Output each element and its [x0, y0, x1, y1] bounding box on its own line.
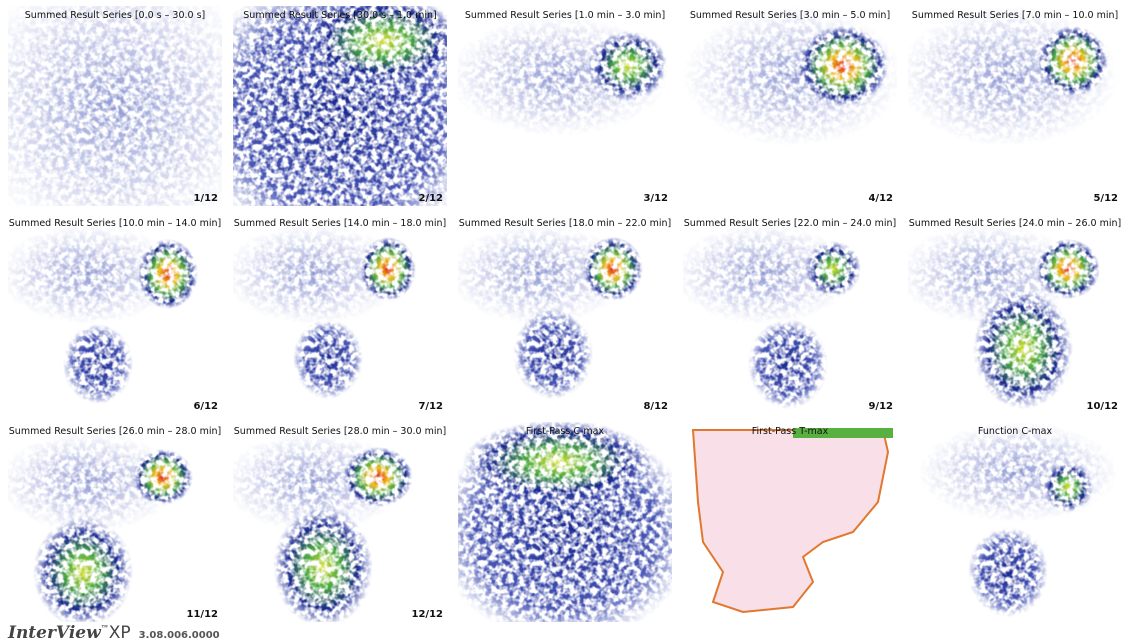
panel-title: Summed Result Series [30.0 s – 1.0 min]	[243, 10, 436, 21]
frame-index: 3/12	[643, 193, 668, 204]
viewer: Summed Result Series [0.0 s – 30.0 s] 1/1…	[0, 0, 1121, 642]
uptake-region	[1038, 26, 1108, 96]
scan-image	[448, 16, 668, 136]
footer: InterView™XP 3.08.006.0000	[7, 623, 220, 642]
frame-index: 8/12	[643, 401, 668, 412]
panel-title: Summed Result Series [1.0 min – 3.0 min]	[465, 10, 665, 21]
image-panel: Summed Result Series [14.0 min – 18.0 mi…	[223, 214, 447, 414]
image-panel: Summed Result Series [3.0 min – 5.0 min]…	[683, 6, 903, 206]
frame-index: 4/12	[868, 193, 893, 204]
scan-image	[683, 6, 903, 146]
uptake-region	[968, 527, 1048, 617]
version: 3.08.006.0000	[139, 630, 220, 641]
panel-title: Summed Result Series [26.0 min – 28.0 mi…	[9, 426, 221, 437]
image-panel: Summed Result Series [0.0 s – 30.0 s] 1/1…	[0, 0, 265, 246]
image-panel: Summed Result Series [28.0 min – 30.0 mi…	[223, 422, 447, 627]
image-panel: Summed Result Series [26.0 min – 28.0 mi…	[0, 422, 222, 627]
image-panel: Summed Result Series [30.0 s – 1.0 min] 2…	[190, 0, 490, 251]
uptake-region	[138, 239, 198, 309]
frame-index: 2/12	[418, 193, 443, 204]
image-panel: Summed Result Series [24.0 min – 26.0 mi…	[898, 214, 1121, 414]
frame-index: 12/12	[412, 609, 444, 620]
panel-title: Function C-max	[978, 426, 1053, 437]
panel-title: Summed Result Series [7.0 min – 10.0 min…	[912, 10, 1118, 21]
uptake-region	[798, 26, 888, 106]
panel-title: Summed Result Series [28.0 min – 30.0 mi…	[234, 426, 446, 437]
scan-image	[898, 6, 1118, 146]
image-panel: Summed Result Series [10.0 min – 14.0 mi…	[0, 214, 222, 414]
uptake-region	[0, 0, 265, 246]
image-panel: Summed Result Series [22.0 min – 24.0 mi…	[673, 214, 897, 414]
panel-title: Summed Result Series [0.0 s – 30.0 s]	[25, 10, 205, 21]
uptake-region	[343, 447, 413, 507]
panel-title: Summed Result Series [22.0 min – 24.0 mi…	[684, 218, 896, 229]
frame-index: 6/12	[193, 401, 218, 412]
panel-title: First-Pass C-max	[526, 426, 605, 437]
uptake-region	[588, 31, 668, 101]
trademark: ™	[101, 623, 109, 633]
frame-index: 9/12	[868, 401, 893, 412]
frame-index: 11/12	[187, 609, 219, 620]
product: XP	[109, 623, 131, 642]
image-panel: First-Pass C-max	[435, 420, 695, 642]
uptake-region	[748, 319, 828, 409]
uptake-region	[33, 517, 133, 627]
uptake-region	[805, 241, 861, 297]
uptake-region	[63, 324, 133, 404]
panel-title: Summed Result Series [18.0 min – 22.0 mi…	[459, 218, 671, 229]
uptake-region	[1043, 462, 1093, 512]
brand: InterView	[7, 623, 102, 642]
scan-image	[190, 0, 490, 251]
panel-title: Summed Result Series [14.0 min – 18.0 mi…	[234, 218, 446, 229]
frame-index: 1/12	[193, 193, 218, 204]
panel-title: Summed Result Series [10.0 min – 14.0 mi…	[9, 218, 221, 229]
panel-title: First-Pass T-max	[752, 426, 829, 437]
frame-index: 7/12	[418, 401, 443, 412]
uptake-region	[583, 237, 643, 301]
frame-index: 5/12	[1093, 193, 1118, 204]
image-panel: First-Pass T-max	[683, 422, 897, 622]
image-panel: Summed Result Series [7.0 min – 10.0 min…	[898, 6, 1121, 206]
uptake-region	[293, 319, 363, 399]
uptake-region	[360, 237, 416, 301]
scan-image	[0, 0, 265, 246]
uptake-region	[1036, 239, 1100, 299]
uptake-region	[133, 449, 193, 505]
panel-title: Summed Result Series [24.0 min – 26.0 mi…	[909, 218, 1121, 229]
panel-title: Summed Result Series [3.0 min – 5.0 min]	[690, 10, 890, 21]
frame-index: 10/12	[1087, 401, 1119, 412]
image-panel: Summed Result Series [18.0 min – 22.0 mi…	[448, 214, 672, 414]
image-panel: Summed Result Series [1.0 min – 3.0 min]…	[448, 6, 672, 206]
image-panel: Function C-max	[908, 422, 1121, 622]
panel-grid: Summed Result Series [0.0 s – 30.0 s] 1/1…	[0, 0, 1121, 642]
uptake-region	[273, 507, 373, 627]
uptake-region	[513, 309, 593, 399]
uptake-region	[973, 289, 1073, 409]
